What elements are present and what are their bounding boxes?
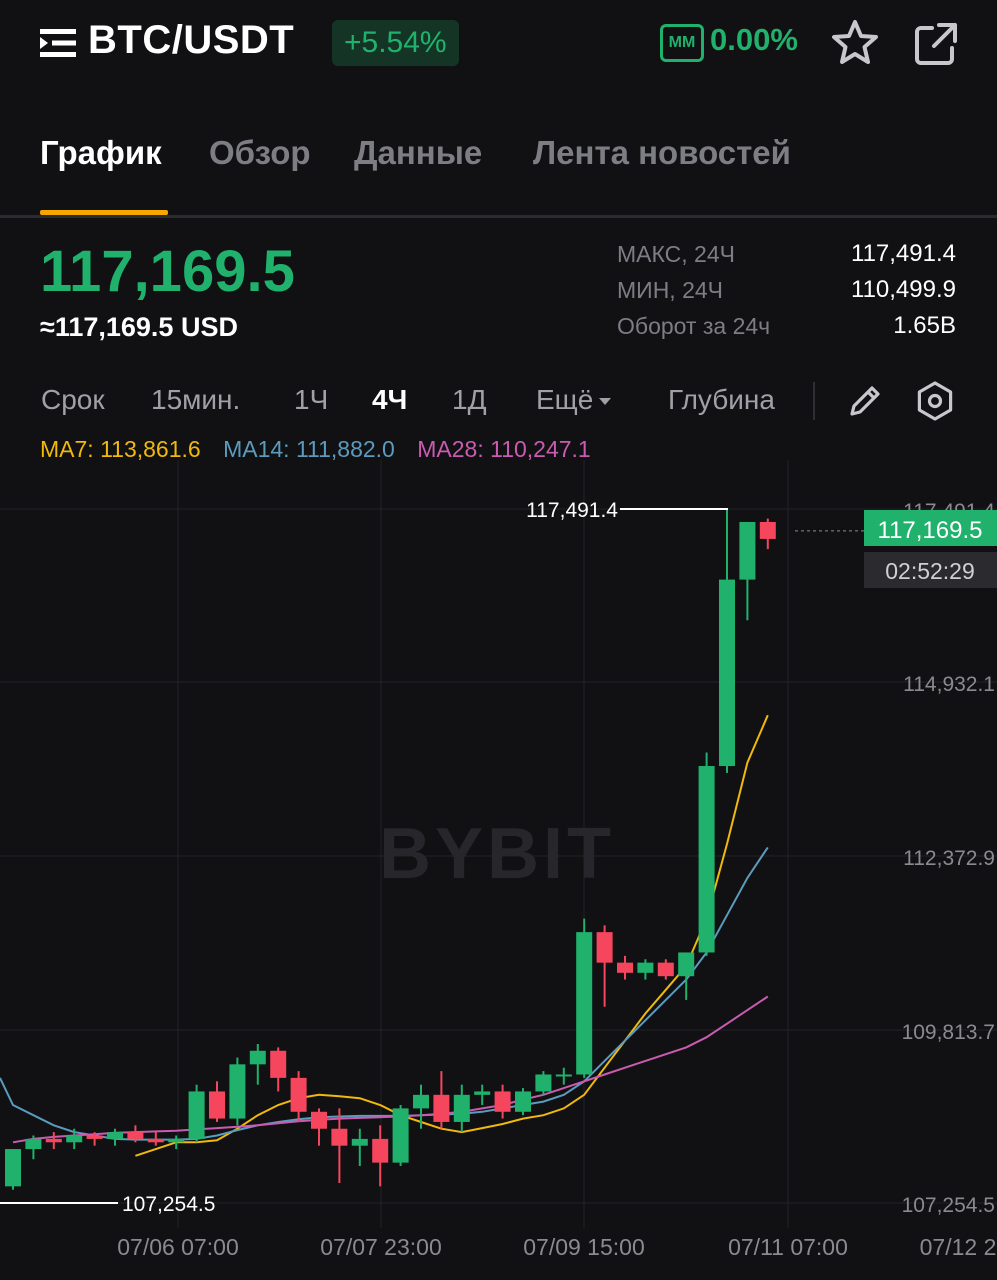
external-link-icon[interactable]: [912, 20, 960, 68]
candlestick-chart[interactable]: BYBIT 117,491.4 114,932.1 112,372.9 109,813.…: [0, 460, 997, 1280]
stat-value-turnover: 1.65B: [893, 312, 956, 339]
interval-15m[interactable]: 15мин.: [151, 384, 241, 415]
interval-1d[interactable]: 1Д: [452, 384, 487, 415]
candle-body: [290, 1077, 307, 1112]
candle-body: [372, 1138, 389, 1163]
settings-icon[interactable]: [914, 380, 956, 422]
last-price-tag-label: 117,169.5: [878, 517, 983, 544]
tab-news-feed[interactable]: Лента новостей: [533, 134, 791, 171]
candle-body: [66, 1135, 83, 1143]
candle-body: [351, 1138, 368, 1146]
candle-body: [474, 1091, 491, 1095]
tab-overview[interactable]: Обзор: [209, 134, 311, 171]
low-marker-label: 107,254.5: [122, 1193, 215, 1216]
stat-value-high: 117,491.4: [851, 240, 956, 267]
ma-legend: MA7: 113,861.6 MA14: 111,882.0 MA28: 110…: [40, 436, 607, 463]
mm-value[interactable]: 0.00%: [710, 22, 798, 57]
pencil-icon[interactable]: [846, 382, 884, 420]
candle-body: [86, 1135, 103, 1139]
candle-body: [331, 1128, 348, 1146]
x-tick-label: 07/09 15:00: [523, 1234, 645, 1260]
stat-label-low: МИН, 24Ч: [617, 277, 723, 303]
candle-body: [555, 1074, 572, 1077]
last-price-tag: [864, 510, 997, 546]
candle-body: [719, 579, 735, 767]
candle-body: [433, 1094, 450, 1122]
candle-body: [209, 1091, 225, 1119]
candle-body: [576, 932, 593, 1075]
high-marker-label: 117,491.4: [526, 499, 618, 522]
candle-body: [147, 1138, 164, 1143]
price-usd: ≈117,169.5 USD: [40, 312, 238, 342]
interval-4h[interactable]: 4Ч: [372, 384, 408, 415]
more-dropdown[interactable]: Ещё: [536, 384, 612, 416]
candle-body: [453, 1094, 470, 1122]
candle-body: [515, 1091, 531, 1112]
change-badge: +5.54%: [332, 20, 459, 66]
chevron-down-icon: [599, 398, 612, 406]
candle-body: [5, 1149, 21, 1187]
stat-value-low: 110,499.9: [851, 276, 956, 303]
ma28-label: MA28: 110,247.1: [417, 436, 591, 462]
divider: [813, 382, 815, 420]
x-tick-label: 07/06 07:00: [117, 1234, 239, 1260]
pair-title[interactable]: BTC/USDT: [88, 18, 295, 62]
x-tick-label: 07/12 2: [920, 1234, 997, 1260]
candle-body: [698, 766, 715, 953]
mm-icon[interactable]: MM: [660, 24, 704, 62]
countdown-label: 02:52:29: [885, 558, 975, 584]
candle-body: [494, 1091, 511, 1112]
candle-body: [188, 1091, 205, 1139]
more-label: Ещё: [536, 384, 594, 415]
candle-body: [596, 932, 613, 963]
candle-body: [229, 1064, 246, 1119]
y-tick-label: 109,813.7: [902, 1021, 995, 1044]
candle-body: [617, 962, 633, 973]
stat-label-turnover: Оборот за 24ч: [617, 313, 771, 339]
y-tick-label: 114,932.1: [903, 673, 995, 696]
depth-button[interactable]: Глубина: [668, 384, 775, 415]
tab-chart[interactable]: График: [40, 134, 162, 171]
x-tick-label: 07/11 07:00: [728, 1234, 848, 1260]
ma-line-ma28: [12, 995, 769, 1144]
candle-body: [392, 1108, 409, 1163]
star-icon[interactable]: [830, 18, 880, 68]
tab-data[interactable]: Данные: [354, 134, 483, 171]
candle-body: [535, 1074, 552, 1092]
candle-body: [759, 521, 776, 539]
candle-body: [25, 1138, 42, 1150]
watermark: BYBIT: [379, 814, 615, 894]
candle-body: [127, 1132, 144, 1139]
period-label: Срок: [41, 384, 105, 415]
y-tick-label: 112,372.9: [903, 847, 995, 870]
candle-body: [168, 1138, 185, 1143]
candle-body: [739, 521, 756, 580]
candle-body: [45, 1138, 62, 1143]
top-bar: BTC/USDT +5.54% MM 0.00%: [0, 0, 997, 90]
candle-body: [249, 1050, 266, 1065]
y-tick-label: 107,254.5: [902, 1194, 995, 1217]
candle-body: [413, 1094, 429, 1109]
candle-body: [678, 952, 695, 977]
candle-body: [657, 962, 674, 977]
interval-1h[interactable]: 1Ч: [294, 384, 329, 415]
candle-body: [270, 1050, 287, 1078]
ma14-label: MA14: 111,882.0: [223, 436, 395, 462]
ma7-label: MA7: 113,861.6: [40, 436, 201, 462]
last-price: 117,169.5: [40, 239, 295, 304]
menu-icon[interactable]: [40, 28, 76, 58]
stat-label-high: МАКС, 24Ч: [617, 241, 735, 267]
ma-line-ma14: [0, 846, 769, 1141]
interval-bar: Срок 15мин. 1Ч 4Ч 1Д Ещё Глубина: [0, 378, 997, 426]
candle-body: [311, 1111, 327, 1129]
x-tick-label: 07/07 23:00: [320, 1234, 442, 1260]
active-tab-indicator: [40, 210, 168, 215]
tab-bar: График Обзор Данные Лента новостей: [0, 120, 997, 218]
candle-body: [107, 1132, 123, 1139]
candle-body: [637, 962, 654, 973]
countdown-tag: [864, 552, 997, 588]
